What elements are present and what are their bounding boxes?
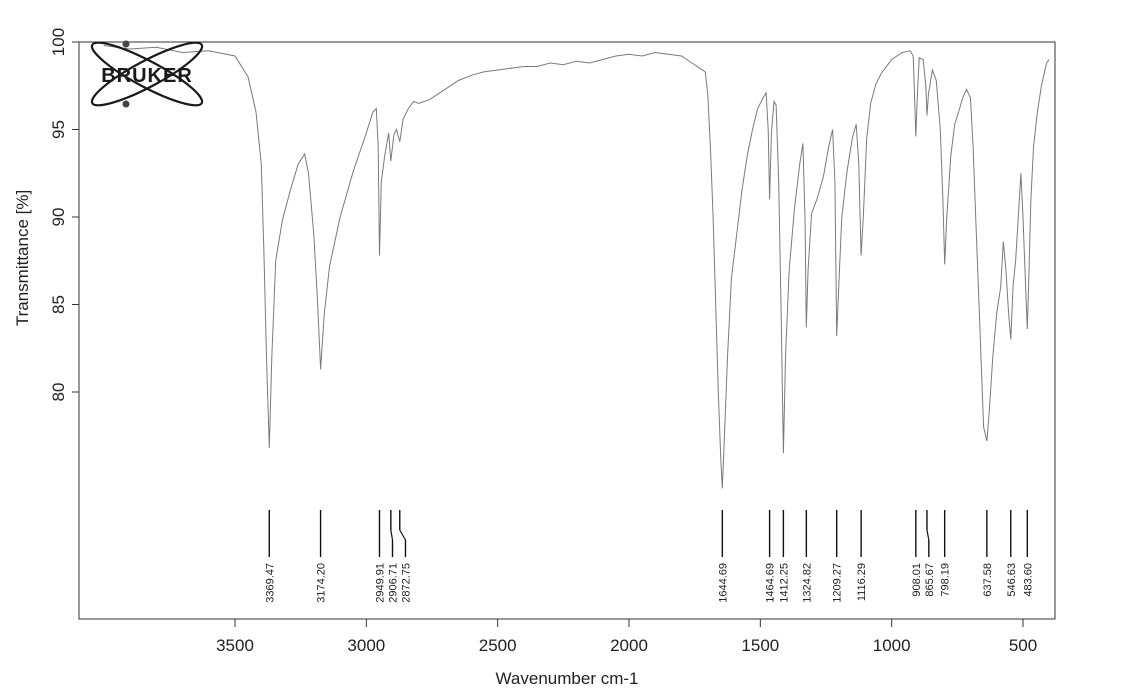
peak-marker: 865.67 bbox=[924, 510, 936, 597]
peak-marker: 798.19 bbox=[940, 510, 952, 597]
y-axis-label: Transmittance [%] bbox=[13, 190, 32, 326]
peak-marker: 3174.20 bbox=[316, 510, 328, 603]
peak-label: 1644.69 bbox=[717, 563, 729, 603]
peak-label: 637.58 bbox=[982, 563, 994, 597]
peak-label: 483.60 bbox=[1022, 563, 1034, 597]
x-axis: 3500 3000 2500 2000 1500 1000 500 bbox=[216, 619, 1037, 655]
peak-label: 546.63 bbox=[1006, 563, 1018, 597]
bruker-logo: BRUKER bbox=[90, 40, 204, 108]
x-axis-label: Wavenumber cm-1 bbox=[496, 669, 639, 688]
x-tick-label: 500 bbox=[1009, 636, 1037, 655]
x-tick-label: 2000 bbox=[610, 636, 648, 655]
peak-label: 1324.82 bbox=[801, 563, 813, 603]
peak-label: 3369.47 bbox=[264, 563, 276, 603]
logo-electron-bottom bbox=[122, 100, 130, 108]
logo-text: BRUKER bbox=[101, 65, 193, 87]
peak-label: 1209.27 bbox=[832, 563, 844, 603]
peak-label: 3174.20 bbox=[316, 563, 328, 603]
x-tick-label: 3000 bbox=[347, 636, 385, 655]
peak-label: 1412.25 bbox=[778, 563, 790, 603]
y-axis: 100 95 90 85 80 bbox=[49, 28, 79, 402]
peak-marker: 546.63 bbox=[1006, 510, 1018, 597]
x-tick-label: 1000 bbox=[873, 636, 911, 655]
spectrum-line bbox=[103, 45, 1050, 489]
x-tick-label: 3500 bbox=[216, 636, 254, 655]
peak-marker: 2872.75 bbox=[399, 510, 412, 603]
peak-marker: 1209.27 bbox=[832, 510, 844, 603]
peak-label: 1464.69 bbox=[765, 563, 777, 603]
peak-label: 2949.91 bbox=[374, 563, 386, 603]
peak-label: 908.01 bbox=[911, 563, 923, 597]
y-tick-label: 95 bbox=[49, 120, 68, 139]
y-tick-label: 90 bbox=[49, 208, 68, 227]
peak-label: 2906.71 bbox=[387, 563, 399, 603]
peak-marker: 637.58 bbox=[982, 510, 994, 597]
peak-marker: 1412.25 bbox=[778, 510, 790, 603]
y-tick-label: 100 bbox=[49, 28, 68, 56]
peak-marker: 2949.91 bbox=[374, 510, 386, 603]
peak-marker: 3369.47 bbox=[264, 510, 276, 603]
peak-marker: 1116.29 bbox=[856, 510, 868, 601]
x-tick-label: 2500 bbox=[479, 636, 517, 655]
peak-marker: 1324.82 bbox=[801, 510, 813, 603]
peak-label: 2872.75 bbox=[400, 563, 412, 603]
y-tick-label: 85 bbox=[49, 295, 68, 314]
peak-marker: 1644.69 bbox=[717, 510, 729, 603]
x-tick-label: 1500 bbox=[741, 636, 779, 655]
peak-label: 865.67 bbox=[924, 563, 936, 597]
peak-label: 1116.29 bbox=[856, 563, 868, 601]
logo-electron-top bbox=[122, 40, 130, 48]
logo-orbit-1 bbox=[90, 41, 204, 107]
logo-orbit-2 bbox=[90, 41, 204, 107]
peak-marker: 483.60 bbox=[1022, 510, 1034, 597]
peak-marker: 908.01 bbox=[911, 510, 923, 597]
peak-marker-connector bbox=[926, 529, 930, 541]
peak-marker: 2906.71 bbox=[387, 510, 399, 603]
peak-label: 798.19 bbox=[940, 563, 952, 597]
peak-marker: 1464.69 bbox=[765, 510, 777, 603]
y-tick-label: 80 bbox=[49, 383, 68, 402]
peak-marker-connector bbox=[399, 529, 407, 541]
peak-marker-connector bbox=[390, 529, 394, 541]
plot-frame bbox=[78, 41, 1056, 620]
peak-markers: 3369.47 3174.20 2949.91 2906.71 2872.75 1644.… bbox=[264, 510, 1034, 603]
